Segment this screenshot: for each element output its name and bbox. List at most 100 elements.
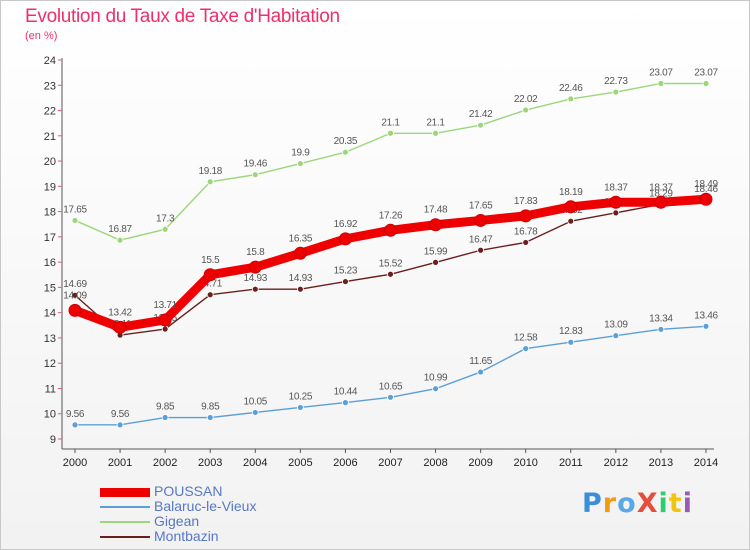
data-point-balaruc-le-vieux <box>116 421 124 429</box>
data-point-gigean <box>432 129 439 137</box>
data-point-poussan <box>609 195 623 209</box>
data-point-poussan <box>293 246 307 260</box>
data-label-poussan: 18.37 <box>649 182 673 193</box>
data-label-gigean: 22.73 <box>604 76 628 87</box>
y-tick-label: 16 <box>44 257 56 269</box>
logo-letter: P <box>582 488 603 519</box>
logo-letter: X <box>636 488 659 519</box>
data-label-montbazin: 18.46 <box>694 184 718 195</box>
data-point-poussan <box>68 303 82 317</box>
data-label-balaruc-le-vieux: 9.85 <box>201 402 220 413</box>
x-tick-label: 2002 <box>153 457 177 469</box>
data-label-balaruc-le-vieux: 10.65 <box>379 381 403 392</box>
data-label-poussan: 17.65 <box>469 200 493 211</box>
data-point-gigean <box>657 80 665 87</box>
data-label-gigean: 21.42 <box>469 109 493 120</box>
data-label-gigean: 17.3 <box>156 213 175 224</box>
data-label-poussan: 18.49 <box>694 179 718 190</box>
data-point-montbazin <box>477 246 485 254</box>
data-label-gigean: 19.46 <box>244 159 268 170</box>
x-tick-label: 2001 <box>108 457 132 469</box>
data-point-gigean <box>612 88 620 96</box>
data-point-gigean <box>342 148 349 156</box>
data-point-gigean <box>71 217 79 224</box>
x-tick-label: 2014 <box>694 457 718 469</box>
data-label-poussan: 17.26 <box>379 210 403 221</box>
data-point-montbazin <box>612 209 620 217</box>
data-point-poussan <box>113 320 127 334</box>
data-point-gigean <box>522 106 530 114</box>
data-point-gigean <box>702 80 710 87</box>
data-label-montbazin: 14.71 <box>198 279 222 290</box>
data-label-balaruc-le-vieux: 12.83 <box>559 326 583 337</box>
data-point-balaruc-le-vieux <box>612 332 620 340</box>
x-tick-label: 2012 <box>604 457 628 469</box>
x-tick-label: 2009 <box>468 457 492 469</box>
data-label-balaruc-le-vieux: 9.56 <box>111 409 130 420</box>
legend-label: POUSSAN <box>154 483 223 499</box>
data-label-balaruc-le-vieux: 10.25 <box>289 391 313 402</box>
data-label-montbazin: 16.78 <box>514 226 538 237</box>
data-label-poussan: 13.71 <box>153 300 177 311</box>
data-point-balaruc-le-vieux <box>702 322 710 330</box>
data-label-poussan: 14.09 <box>63 290 87 301</box>
logo-letter: t <box>668 488 683 519</box>
x-tick-label: 2004 <box>243 457 267 469</box>
x-tick-label: 2006 <box>333 457 357 469</box>
data-label-gigean: 16.87 <box>108 224 132 235</box>
logo-letter: r <box>602 488 618 519</box>
data-point-poussan <box>699 192 713 206</box>
y-tick-label: 12 <box>44 358 56 370</box>
data-label-balaruc-le-vieux: 13.09 <box>604 320 628 331</box>
data-label-montbazin: 15.23 <box>334 266 358 277</box>
data-point-gigean <box>206 178 214 186</box>
x-tick-label: 2005 <box>288 457 312 469</box>
data-label-poussan: 15.8 <box>246 247 265 258</box>
y-tick-label: 11 <box>45 383 56 395</box>
data-point-balaruc-le-vieux <box>296 404 304 411</box>
data-point-poussan <box>474 213 488 227</box>
data-label-gigean: 19.18 <box>198 166 222 177</box>
data-label-balaruc-le-vieux: 10.05 <box>244 396 268 407</box>
data-point-montbazin <box>387 270 394 278</box>
data-label-poussan: 13.42 <box>108 307 132 318</box>
data-point-montbazin <box>342 278 349 285</box>
x-tick-label: 2003 <box>198 457 222 469</box>
data-point-balaruc-le-vieux <box>251 409 259 416</box>
data-label-montbazin: 15.52 <box>379 258 403 269</box>
data-point-balaruc-le-vieux <box>387 393 394 401</box>
legend-swatch <box>100 521 150 523</box>
data-point-montbazin <box>296 285 304 293</box>
data-label-gigean: 22.02 <box>514 94 538 105</box>
logo-letter: o <box>617 488 637 519</box>
x-tick-label: 2008 <box>423 457 447 469</box>
data-point-balaruc-le-vieux <box>477 368 485 376</box>
unit-label: (en %) <box>25 30 58 42</box>
x-tick-label: 2013 <box>649 457 673 469</box>
data-label-balaruc-le-vieux: 9.85 <box>156 402 175 413</box>
data-point-montbazin <box>206 291 214 299</box>
y-tick-label: 24 <box>44 55 56 67</box>
data-point-poussan <box>338 232 352 246</box>
data-label-gigean: 21.1 <box>381 117 400 128</box>
y-tick-label: 19 <box>44 181 56 193</box>
data-label-montbazin: 14.93 <box>244 273 268 284</box>
data-point-balaruc-le-vieux <box>71 421 79 429</box>
data-point-balaruc-le-vieux <box>567 338 575 346</box>
logo-letter: i <box>658 488 669 519</box>
x-tick-label: 2011 <box>559 457 583 469</box>
y-tick-label: 18 <box>44 207 56 219</box>
y-tick-label: 17 <box>44 232 56 244</box>
data-point-balaruc-le-vieux <box>657 325 665 333</box>
data-label-balaruc-le-vieux: 11.65 <box>469 356 493 367</box>
data-label-poussan: 18.37 <box>604 182 628 193</box>
x-tick-label: 2010 <box>513 457 537 469</box>
legend-label: Montbazin <box>154 528 219 544</box>
data-label-balaruc-le-vieux: 13.34 <box>649 313 673 324</box>
logo-letter: i <box>682 488 693 519</box>
data-point-poussan <box>519 209 533 223</box>
data-point-poussan <box>564 200 578 214</box>
data-point-gigean <box>567 95 575 103</box>
